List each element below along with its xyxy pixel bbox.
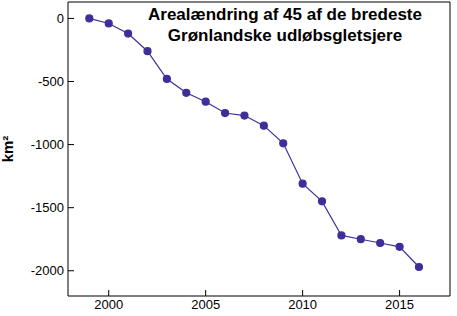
- svg-text:0: 0: [57, 11, 64, 26]
- html-text:Grønlandske udløbsgletsjere: Grønlandske udløbsgletsjere: [167, 26, 403, 45]
- svg-text:-2000: -2000: [31, 263, 64, 278]
- svg-text:-1500: -1500: [31, 200, 64, 215]
- svg-text:2005: 2005: [191, 297, 220, 312]
- svg-text:2000: 2000: [94, 297, 123, 312]
- svg-text:2010: 2010: [288, 297, 317, 312]
- svg-text:-500: -500: [38, 74, 64, 89]
- html-text:Arealændring af 45 af de brede: Arealændring af 45 af de bredeste: [148, 5, 422, 24]
- svg-text:-1000: -1000: [31, 137, 64, 152]
- svg-text:km²: km²: [8, 136, 16, 163]
- svg-text:2015: 2015: [385, 297, 414, 312]
